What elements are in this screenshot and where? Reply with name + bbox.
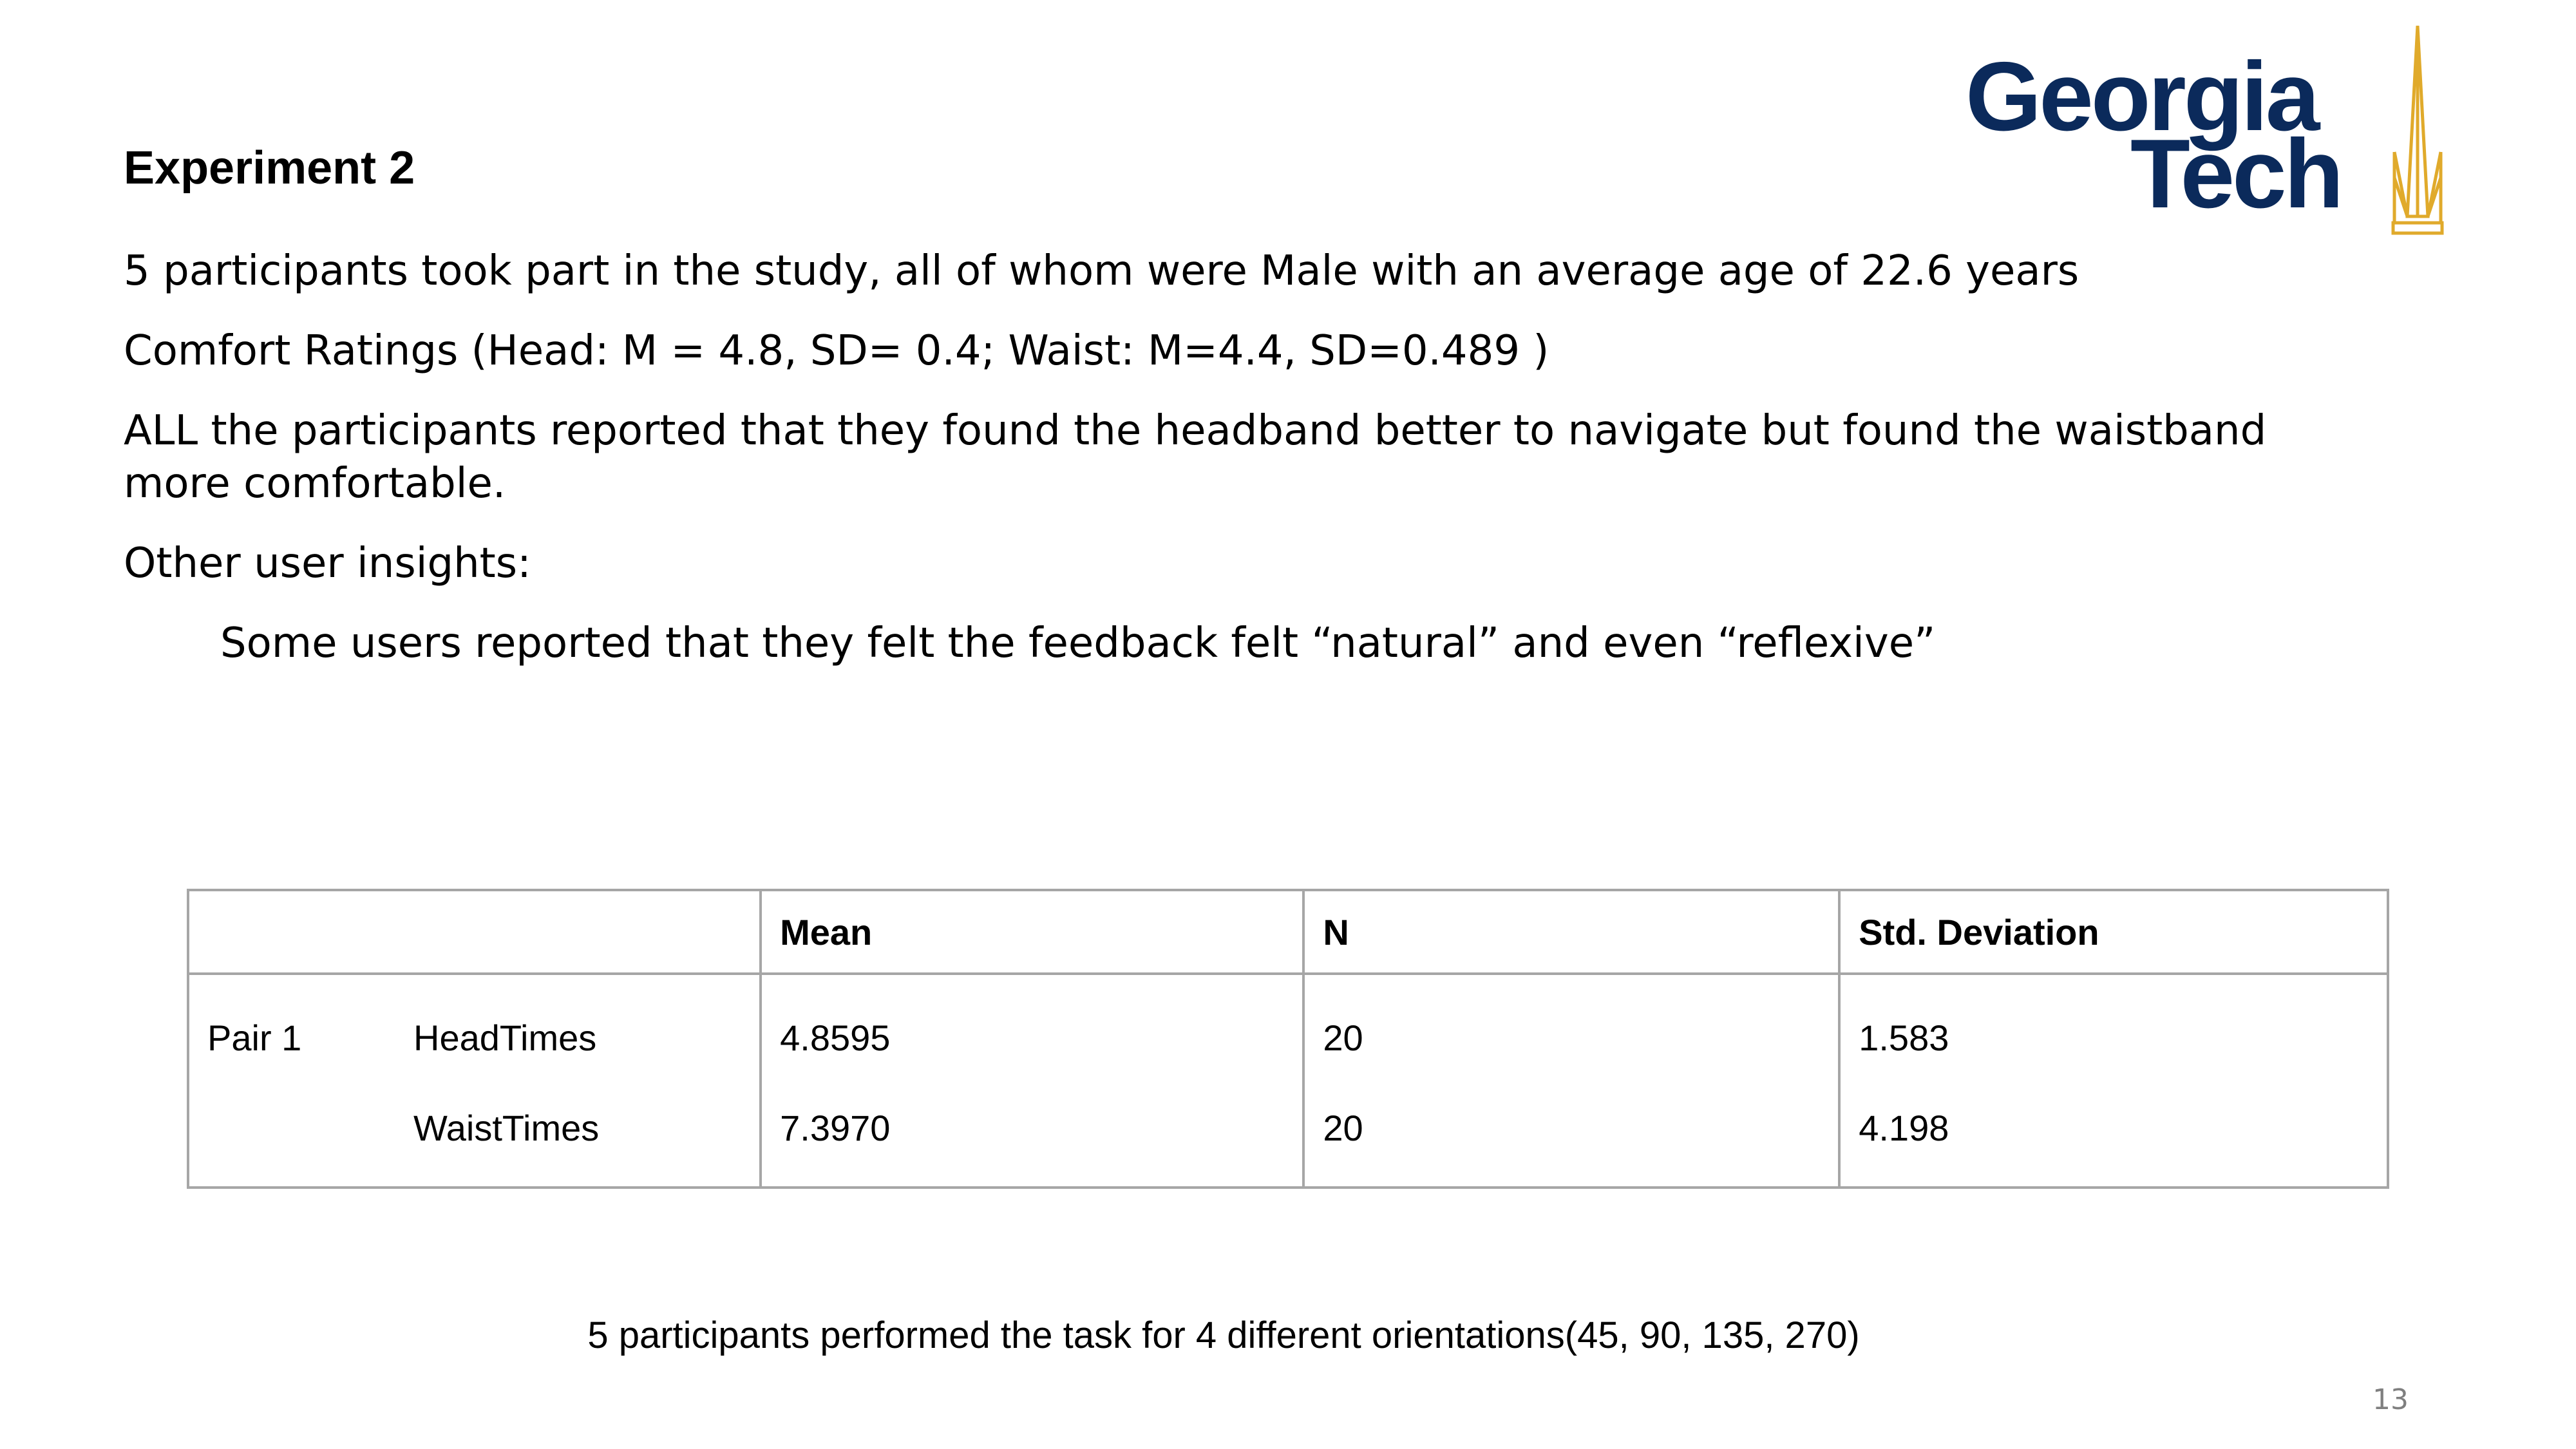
- header-empty-cell: [186, 889, 762, 975]
- table-row: Pair 1 HeadTimes WaistTimes 4.8595 7.397…: [186, 972, 2389, 1189]
- tech-tower-spire-icon: [2391, 25, 2444, 235]
- pair-label: Pair 1: [207, 1018, 302, 1058]
- logo-text-tech: Tech: [2130, 119, 2344, 229]
- other-insights-heading: Other user insights:: [124, 540, 531, 587]
- sd-cell: 1.583 4.198: [1838, 972, 2389, 1189]
- header-mean: Mean: [759, 889, 1305, 975]
- mean-waisttimes: 7.3970: [780, 1108, 891, 1148]
- n-headtimes: 20: [1323, 1018, 1363, 1058]
- mean-headtimes: 4.8595: [780, 1018, 891, 1058]
- row-label-headtimes: HeadTimes: [413, 1018, 597, 1058]
- comfort-ratings-text: Comfort Ratings (Head: M = 4.8, SD= 0.4;…: [124, 327, 1549, 375]
- header-std-deviation: Std. Deviation: [1838, 889, 2389, 975]
- headband-waistband-finding-text: ALL the participants reported that they …: [124, 407, 2267, 507]
- sd-headtimes: 1.583: [1859, 1018, 1949, 1058]
- slide-title: Experiment 2: [124, 142, 415, 194]
- orientations-caption: 5 participants performed the task for 4 …: [587, 1314, 1860, 1356]
- paired-samples-statistics-table: Mean N Std. Deviation Pair 1 HeadTimes W…: [186, 889, 2389, 1189]
- mean-cell: 4.8595 7.3970: [759, 972, 1305, 1189]
- logo-text-georgia: Georgia: [1965, 42, 2320, 151]
- pair-label-spacer: [207, 1083, 413, 1173]
- page-number: 13: [2372, 1383, 2409, 1416]
- insight-natural-reflexive-text: Some users reported that they felt the f…: [220, 620, 1936, 667]
- participants-text: 5 participants took part in the study, a…: [124, 247, 2079, 295]
- row-labels-cell: Pair 1 HeadTimes WaistTimes: [186, 972, 762, 1189]
- header-n: N: [1302, 889, 1841, 975]
- n-waisttimes: 20: [1323, 1108, 1363, 1148]
- sd-waisttimes: 4.198: [1859, 1108, 1949, 1148]
- row-label-waisttimes: WaistTimes: [413, 1108, 600, 1148]
- n-cell: 20 20: [1302, 972, 1841, 1189]
- table-header-row: Mean N Std. Deviation: [186, 889, 2389, 975]
- slide-body: 5 participants took part in the study, a…: [124, 245, 2345, 697]
- georgia-tech-logo: Georgia Tech: [1958, 23, 2447, 236]
